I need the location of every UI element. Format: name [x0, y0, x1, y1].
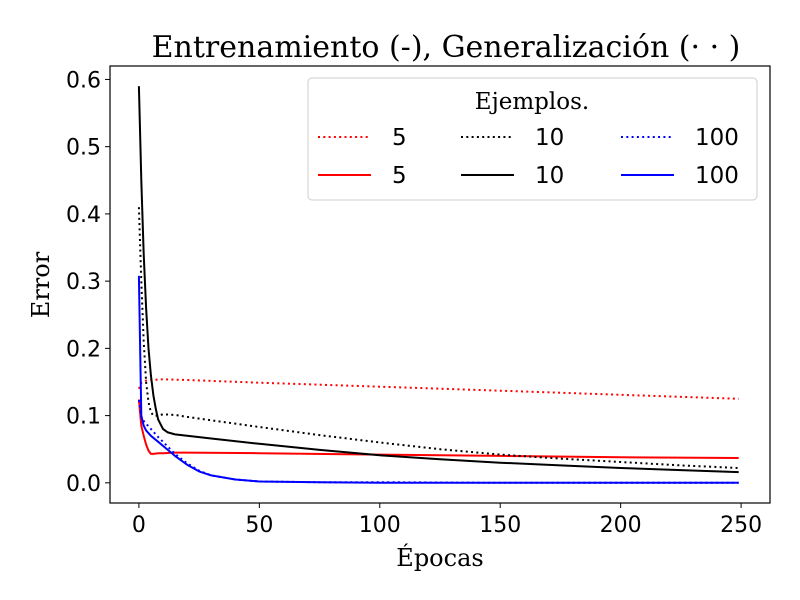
y-tick-label: 0.3 [66, 270, 101, 295]
x-axis-label: Épocas [396, 543, 483, 572]
legend: Ejemplos. 5 5 10 10 100 100 [307, 77, 758, 201]
legend-label: 10 [535, 125, 564, 151]
legend-label: 100 [695, 163, 739, 189]
y-tick-label: 0.1 [66, 405, 101, 430]
y-tick-label: 0.4 [66, 203, 101, 228]
legend-label: 10 [535, 163, 564, 189]
series-line-solid-1 [137, 399, 739, 459]
series-layer [137, 86, 739, 484]
x-tick-label: 200 [600, 513, 642, 538]
legend-frame [307, 77, 758, 201]
y-tick-label: 0.0 [66, 472, 101, 497]
x-tick-label: 250 [720, 513, 762, 538]
series-line-dotted-2 [137, 207, 739, 469]
y-tick-label: 0.2 [66, 337, 101, 362]
series-line-solid-5 [137, 275, 739, 484]
legend-label: 5 [392, 125, 407, 151]
x-tick-label: 0 [132, 513, 146, 538]
y-tick-label: 0.5 [66, 136, 101, 161]
x-tick-label: 100 [359, 513, 401, 538]
ticks-layer: 0 50 100 150 200 250 0.0 0.1 0.2 0.3 0.4 0.5 0.6 [66, 68, 762, 538]
chart-title: Entrenamiento (-), Generalización (· · ) [152, 30, 741, 65]
y-axis-label: Error [27, 251, 55, 318]
x-tick-label: 150 [479, 513, 521, 538]
y-tick-label: 0.6 [66, 68, 101, 93]
series-line-dotted-0 [137, 378, 739, 400]
x-tick-label: 50 [245, 513, 273, 538]
plot-frame [109, 65, 771, 504]
series-line-solid-3 [137, 86, 739, 474]
legend-title: Ejemplos. [475, 89, 589, 115]
legend-label: 100 [695, 125, 739, 151]
legend-label: 5 [392, 163, 407, 189]
